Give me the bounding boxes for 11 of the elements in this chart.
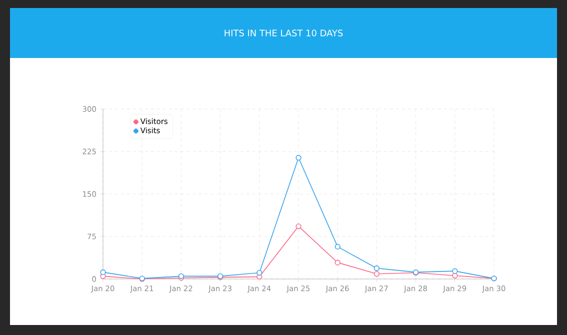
- point: [452, 268, 458, 274]
- point: [334, 260, 340, 266]
- point: [452, 272, 458, 278]
- point: [296, 154, 302, 161]
- chart-title: HITS IN THE LAST 10 DAYS: [224, 30, 343, 36]
- point: [296, 224, 302, 230]
- point: [334, 244, 340, 250]
- point: [374, 271, 380, 277]
- point: [100, 269, 106, 275]
- point: [256, 270, 262, 276]
- point: [374, 265, 380, 272]
